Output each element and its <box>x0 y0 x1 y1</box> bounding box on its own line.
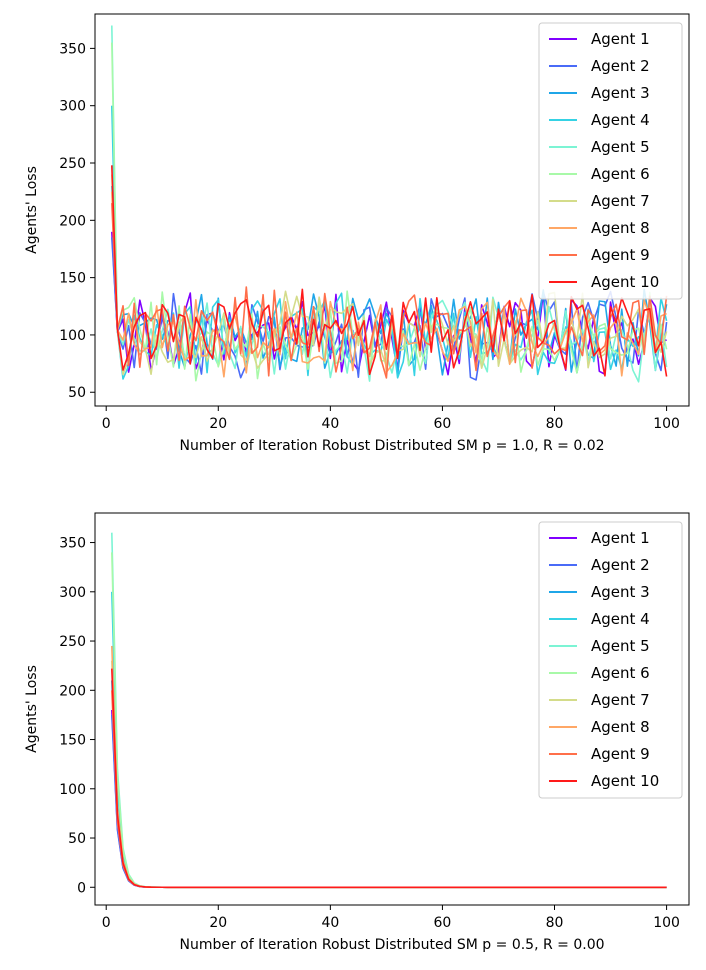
legend-label: Agent 10 <box>591 273 659 291</box>
legend-label: Agent 7 <box>591 691 650 709</box>
legend-label: Agent 5 <box>591 138 650 156</box>
series-line-10 <box>111 165 668 377</box>
x-tick-label: 60 <box>434 416 452 432</box>
series-line-10 <box>111 668 667 889</box>
y-tick-label: 50 <box>68 831 86 847</box>
x-tick-label: 20 <box>209 915 227 931</box>
x-tick-label: 0 <box>102 416 111 432</box>
legend: Agent 1 Agent 2 Agent 3 Agent 4 Agent 5 Agent… <box>538 22 683 300</box>
legend-label: Agent 7 <box>591 192 650 210</box>
x-tick-label: 0 <box>102 915 111 931</box>
y-tick-label: 250 <box>59 156 86 172</box>
y-axis-label: Agents' Loss <box>24 665 40 753</box>
series-line-8 <box>111 191 667 378</box>
y-tick-label: 300 <box>59 585 86 601</box>
y-tick-label: 150 <box>59 271 86 287</box>
y-tick-label: 100 <box>59 328 86 344</box>
y-tick-label: 100 <box>59 782 86 798</box>
y-tick-label: 150 <box>59 733 86 749</box>
y-tick-label: 350 <box>59 536 86 552</box>
legend-label: Agent 4 <box>591 610 650 628</box>
x-tick-label: 80 <box>546 915 564 931</box>
series-line-9 <box>111 203 668 379</box>
legend-label: Agent 3 <box>591 84 650 102</box>
legend-label: Agent 6 <box>591 165 650 183</box>
y-tick-label: 250 <box>59 634 86 650</box>
legend-label: Agent 2 <box>591 556 650 574</box>
legend-label: Agent 8 <box>591 718 650 736</box>
y-tick-label: 0 <box>77 880 86 896</box>
y-tick-label: 200 <box>59 213 86 229</box>
x-tick-label: 80 <box>546 416 564 432</box>
x-tick-label: 40 <box>321 416 339 432</box>
legend-label: Agent 3 <box>591 583 650 601</box>
y-tick-label: 350 <box>59 41 86 57</box>
plot-frame <box>94 13 690 407</box>
series-lines <box>111 25 668 383</box>
legend-label: Agent 6 <box>591 664 650 682</box>
legend-label: Agent 9 <box>591 745 650 763</box>
series-lines <box>111 532 667 889</box>
chart-robust-p1: 0 20 40 60 80 100 50 100 150 200 250 300 350 Number o… <box>24 13 690 454</box>
x-tick-label: 60 <box>434 915 452 931</box>
legend-label: Agent 8 <box>591 219 650 237</box>
legend-label: Agent 5 <box>591 637 650 655</box>
chart-robust-p05: 0 20 40 60 80 100 0 50 100 150 200 250 300 350 Number … <box>24 512 690 953</box>
series-line-5 <box>111 25 668 383</box>
x-tick-label: 100 <box>653 416 680 432</box>
y-axis-label: Agents' Loss <box>24 166 40 254</box>
x-axis-label: Number of Iteration Robust Distributed S… <box>179 937 604 953</box>
legend-label: Agent 9 <box>591 246 650 264</box>
legend-label: Agent 1 <box>591 529 650 547</box>
legend-label: Agent 2 <box>591 57 650 75</box>
legend-label: Agent 1 <box>591 30 650 48</box>
x-tick-label: 40 <box>321 915 339 931</box>
y-tick-label: 300 <box>59 99 86 115</box>
x-axis-label: Number of Iteration Robust Distributed S… <box>179 438 604 454</box>
y-tick-label: 50 <box>68 385 86 401</box>
legend: Agent 1 Agent 2 Agent 3 Agent 4 Agent 5 Agent… <box>538 521 683 799</box>
plot-frame <box>94 512 690 906</box>
legend-label: Agent 4 <box>591 111 650 129</box>
y-tick-label: 200 <box>59 683 86 699</box>
x-tick-label: 100 <box>653 915 680 931</box>
legend-label: Agent 10 <box>591 772 659 790</box>
x-tick-label: 20 <box>209 416 227 432</box>
